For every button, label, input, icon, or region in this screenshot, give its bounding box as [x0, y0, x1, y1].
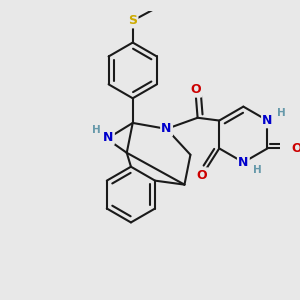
Text: N: N [103, 131, 114, 144]
Text: N: N [238, 156, 249, 169]
Text: N: N [262, 114, 273, 127]
Text: O: O [292, 142, 300, 155]
Text: H: H [253, 164, 262, 175]
Text: S: S [128, 14, 137, 27]
Text: O: O [190, 83, 201, 96]
Text: O: O [197, 169, 207, 182]
Text: N: N [161, 122, 172, 135]
Text: H: H [277, 108, 286, 118]
Text: H: H [92, 125, 101, 135]
